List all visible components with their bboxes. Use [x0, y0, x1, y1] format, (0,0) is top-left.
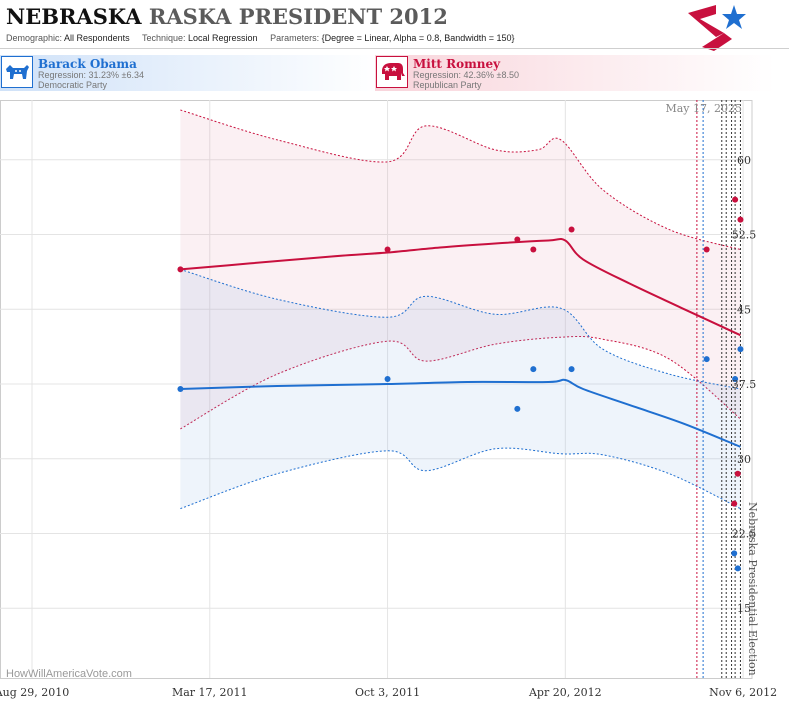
poll-point-1 — [514, 405, 521, 412]
page-header: NEBRASKA RASKA PRESIDENT 2012 Demographi… — [0, 0, 789, 56]
x-tick-label: Oct 3, 2011 — [355, 686, 420, 699]
x-tick-label: Aug 29, 2010 — [0, 686, 69, 699]
analysis-parameters: Demographic: All Respondents Technique: … — [6, 33, 515, 43]
y-tick-label: 52.5 — [732, 229, 757, 242]
y-tick-label: 45 — [737, 303, 751, 316]
poll-points — [177, 196, 744, 572]
candidate-regression: Regression: 31.23% ±6.34 — [38, 70, 145, 80]
current-date-label: May 17, 2025 — [665, 102, 742, 115]
candidate-card-romney: Mitt Romney Regression: 42.36% ±8.50 Rep… — [375, 55, 775, 91]
y-tick-label: 22.5 — [732, 528, 757, 541]
parameters-label: Parameters: — [270, 33, 320, 43]
confidence-band-1 — [180, 269, 741, 509]
poll-point-0 — [530, 246, 537, 253]
poll-point-0 — [177, 266, 184, 273]
poll-point-0 — [514, 236, 521, 243]
elephant-icon — [376, 56, 408, 88]
poll-date-markers — [696, 100, 741, 678]
star-logo-icon — [688, 5, 746, 51]
y-tick-label: 15 — [737, 602, 751, 615]
poll-point-0 — [731, 500, 738, 507]
candidate-regression: Regression: 42.36% ±8.50 — [413, 70, 520, 80]
x-tick-label: Apr 20, 2012 — [528, 686, 602, 699]
poll-point-0 — [384, 246, 391, 253]
band-upper-0 — [180, 109, 741, 250]
technique-label: Technique: — [141, 33, 186, 43]
regression-line-1 — [180, 378, 741, 448]
title-state: NEBRASKA — [6, 4, 142, 29]
chart-labels: May 17, 2025 Nebraska Presidential Electi… — [665, 102, 759, 676]
candidate-party: Republican Party — [413, 80, 482, 90]
chart-axes: 15 22.5 30 37.5 45 52.5 60 Aug 29, 2010 Mar 17, … — [0, 154, 777, 699]
poll-point-1 — [568, 366, 575, 373]
poll-point-0 — [703, 246, 710, 253]
poll-point-1 — [177, 386, 184, 392]
donkey-icon — [1, 56, 33, 88]
poll-point-1 — [737, 346, 744, 353]
candidate-name: Mitt Romney — [413, 57, 501, 71]
poll-point-1 — [530, 366, 537, 373]
regression-lines — [180, 238, 741, 448]
header-divider — [0, 48, 789, 49]
poll-point-1 — [384, 376, 391, 383]
poll-point-0 — [568, 226, 575, 233]
site-watermark: HowWillAmericaVote.com — [6, 668, 132, 680]
y-tick-label: 30 — [737, 453, 751, 466]
chart-grid — [0, 100, 753, 679]
demographic-label: Demographic: — [6, 33, 63, 43]
x-tick-label: Mar 17, 2011 — [172, 686, 248, 699]
page-title: NEBRASKA RASKA PRESIDENT 2012 — [6, 4, 448, 29]
poll-point-1 — [731, 550, 738, 557]
candidate-name: Barack Obama — [38, 57, 137, 71]
y-tick-label: 37.5 — [732, 378, 757, 391]
election-label: Nebraska Presidential Election — [746, 502, 759, 676]
poll-point-0 — [732, 196, 739, 203]
demographic-value: All Respondents — [64, 33, 130, 43]
poll-point-1 — [734, 565, 741, 572]
candidate-card-obama: Barack Obama Regression: 31.23% ±6.34 De… — [0, 55, 380, 91]
poll-point-0 — [734, 470, 741, 477]
title-race: RASKA PRESIDENT 2012 — [148, 4, 448, 29]
parameters-value: {Degree = Linear, Alpha = 0.8, Bandwidth… — [321, 33, 515, 43]
candidate-party: Democratic Party — [38, 80, 108, 90]
confidence-bands — [180, 109, 741, 510]
technique-value: Local Regression — [188, 33, 258, 43]
x-tick-label: Nov 6, 2012 — [709, 686, 777, 699]
poll-point-0 — [737, 216, 744, 223]
poll-point-1 — [703, 356, 710, 363]
band-upper-1 — [180, 268, 741, 390]
y-tick-label: 60 — [737, 154, 751, 167]
poll-point-1 — [732, 376, 739, 383]
confidence-band-0 — [180, 110, 741, 429]
plot-frame — [0, 100, 753, 679]
band-lower-0 — [180, 335, 741, 430]
band-lower-1 — [180, 447, 741, 510]
regression-line-0 — [180, 238, 741, 337]
poll-regression-chart: 15 22.5 30 37.5 45 52.5 60 Aug 29, 2010 Mar 17, … — [0, 100, 777, 699]
